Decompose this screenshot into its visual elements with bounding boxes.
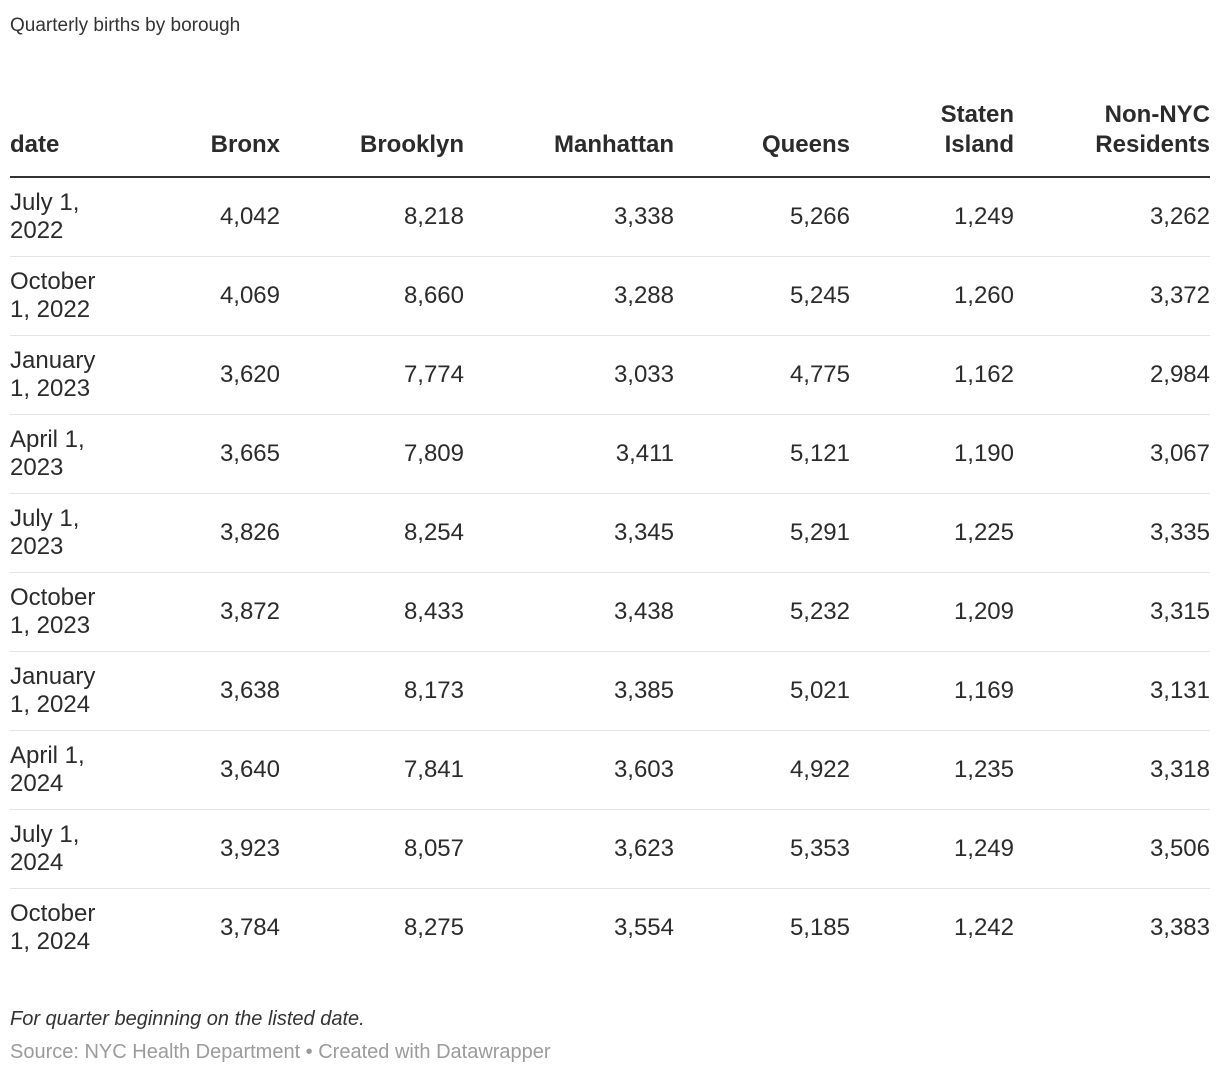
table-row: July 1, 2024 3,923 8,057 3,623 5,353 1,249 3,5… bbox=[10, 810, 1210, 889]
date-cell: July 1, 2023 bbox=[10, 505, 80, 560]
table-row: July 1, 2022 4,042 8,218 3,338 5,266 1,249 3,2… bbox=[10, 177, 1210, 257]
value-cell: 3,315 bbox=[1149, 598, 1210, 625]
table-row: October 1, 2023 3,872 8,433 3,438 5,232 1,209… bbox=[10, 573, 1210, 652]
value-cell: 5,353 bbox=[789, 835, 850, 862]
value-cell: 3,603 bbox=[613, 756, 674, 783]
value-cell: 3,318 bbox=[1149, 756, 1210, 783]
value-cell: 3,826 bbox=[219, 519, 280, 546]
value-cell: 3,131 bbox=[1149, 677, 1210, 704]
value-cell: 5,121 bbox=[789, 440, 850, 467]
source-line: Source: NYC Health Department • Created … bbox=[10, 1041, 551, 1063]
column-header-manhattan: Manhattan bbox=[554, 131, 674, 158]
value-cell: 5,185 bbox=[789, 914, 850, 941]
table-row: January 1, 2023 3,620 7,774 3,033 4,775 1,162… bbox=[10, 336, 1210, 415]
value-cell: 1,249 bbox=[953, 835, 1014, 862]
value-cell: 4,069 bbox=[219, 282, 280, 309]
value-cell: 1,260 bbox=[953, 282, 1014, 309]
column-header-non-nyc-residents: Non-NYC Residents bbox=[1095, 101, 1210, 158]
value-cell: 8,660 bbox=[403, 282, 464, 309]
table-row: April 1, 2023 3,665 7,809 3,411 5,121 1,190 3,… bbox=[10, 415, 1210, 494]
value-cell: 1,249 bbox=[953, 203, 1014, 230]
date-cell: July 1, 2024 bbox=[10, 821, 80, 876]
date-cell: July 1, 2022 bbox=[10, 189, 80, 244]
value-cell: 3,385 bbox=[613, 677, 674, 704]
table-row: October 1, 2022 4,069 8,660 3,288 5,245 1,260… bbox=[10, 257, 1210, 336]
value-cell: 3,338 bbox=[613, 203, 674, 230]
date-cell: January 1, 2023 bbox=[10, 347, 96, 402]
value-cell: 1,162 bbox=[953, 361, 1014, 388]
value-cell: 3,665 bbox=[219, 440, 280, 467]
value-cell: 3,335 bbox=[1149, 519, 1210, 546]
value-cell: 3,262 bbox=[1149, 203, 1210, 230]
table-body: July 1, 2022 4,042 8,218 3,338 5,266 1,249 3,2… bbox=[10, 177, 1210, 967]
table-row: July 1, 2023 3,826 8,254 3,345 5,291 1,225 3,3… bbox=[10, 494, 1210, 573]
value-cell: 7,841 bbox=[403, 756, 464, 783]
value-cell: 4,922 bbox=[789, 756, 850, 783]
value-cell: 3,620 bbox=[219, 361, 280, 388]
table-row: April 1, 2024 3,640 7,841 3,603 4,922 1,235 3,… bbox=[10, 731, 1210, 810]
value-cell: 3,288 bbox=[613, 282, 674, 309]
column-header-staten-island: Staten Island bbox=[940, 101, 1014, 158]
value-cell: 8,173 bbox=[403, 677, 464, 704]
value-cell: 1,225 bbox=[953, 519, 1014, 546]
value-cell: 3,438 bbox=[613, 598, 674, 625]
value-cell: 3,923 bbox=[219, 835, 280, 862]
value-cell: 3,554 bbox=[613, 914, 674, 941]
value-cell: 3,640 bbox=[219, 756, 280, 783]
date-cell: April 1, 2023 bbox=[10, 426, 85, 481]
value-cell: 8,057 bbox=[403, 835, 464, 862]
value-cell: 3,383 bbox=[1149, 914, 1210, 941]
value-cell: 8,275 bbox=[403, 914, 464, 941]
value-cell: 1,169 bbox=[953, 677, 1014, 704]
value-cell: 5,021 bbox=[789, 677, 850, 704]
date-cell: October 1, 2024 bbox=[10, 900, 96, 955]
value-cell: 5,266 bbox=[789, 203, 850, 230]
date-cell: January 1, 2024 bbox=[10, 663, 96, 718]
births-table: date Bronx Brooklyn Manhattan Queens Staten I… bbox=[10, 100, 1210, 967]
value-cell: 1,242 bbox=[953, 914, 1014, 941]
value-cell: 8,433 bbox=[403, 598, 464, 625]
date-cell: October 1, 2023 bbox=[10, 584, 96, 639]
value-cell: 5,232 bbox=[789, 598, 850, 625]
value-cell: 4,042 bbox=[219, 203, 280, 230]
header-row: date Bronx Brooklyn Manhattan Queens Staten I… bbox=[10, 100, 1210, 177]
value-cell: 3,372 bbox=[1149, 282, 1210, 309]
table-note: For quarter beginning on the listed date… bbox=[10, 1008, 365, 1030]
chart-title: Quarterly births by borough bbox=[10, 15, 241, 36]
value-cell: 5,245 bbox=[789, 282, 850, 309]
column-header-date: date bbox=[10, 131, 60, 158]
value-cell: 3,033 bbox=[613, 361, 674, 388]
value-cell: 7,774 bbox=[403, 361, 464, 388]
value-cell: 3,872 bbox=[219, 598, 280, 625]
value-cell: 4,775 bbox=[789, 361, 850, 388]
column-header-brooklyn: Brooklyn bbox=[359, 131, 464, 158]
value-cell: 3,623 bbox=[613, 835, 674, 862]
value-cell: 3,506 bbox=[1149, 835, 1210, 862]
date-cell: April 1, 2024 bbox=[10, 742, 85, 797]
value-cell: 3,411 bbox=[615, 440, 674, 467]
value-cell: 8,218 bbox=[403, 203, 464, 230]
table-row: October 1, 2024 3,784 8,275 3,554 5,185 1,242… bbox=[10, 889, 1210, 968]
value-cell: 2,984 bbox=[1149, 361, 1210, 388]
value-cell: 1,209 bbox=[953, 598, 1014, 625]
column-header-queens: Queens bbox=[761, 131, 850, 158]
value-cell: 1,235 bbox=[953, 756, 1014, 783]
value-cell: 3,784 bbox=[219, 914, 280, 941]
value-cell: 7,809 bbox=[403, 440, 464, 467]
date-cell: October 1, 2022 bbox=[10, 268, 96, 323]
value-cell: 3,638 bbox=[219, 677, 280, 704]
value-cell: 3,345 bbox=[613, 519, 674, 546]
value-cell: 5,291 bbox=[789, 519, 850, 546]
column-header-bronx: Bronx bbox=[210, 131, 280, 158]
value-cell: 1,190 bbox=[953, 440, 1014, 467]
table-row: January 1, 2024 3,638 8,173 3,385 5,021 1,169… bbox=[10, 652, 1210, 731]
value-cell: 3,067 bbox=[1149, 440, 1210, 467]
value-cell: 8,254 bbox=[403, 519, 464, 546]
